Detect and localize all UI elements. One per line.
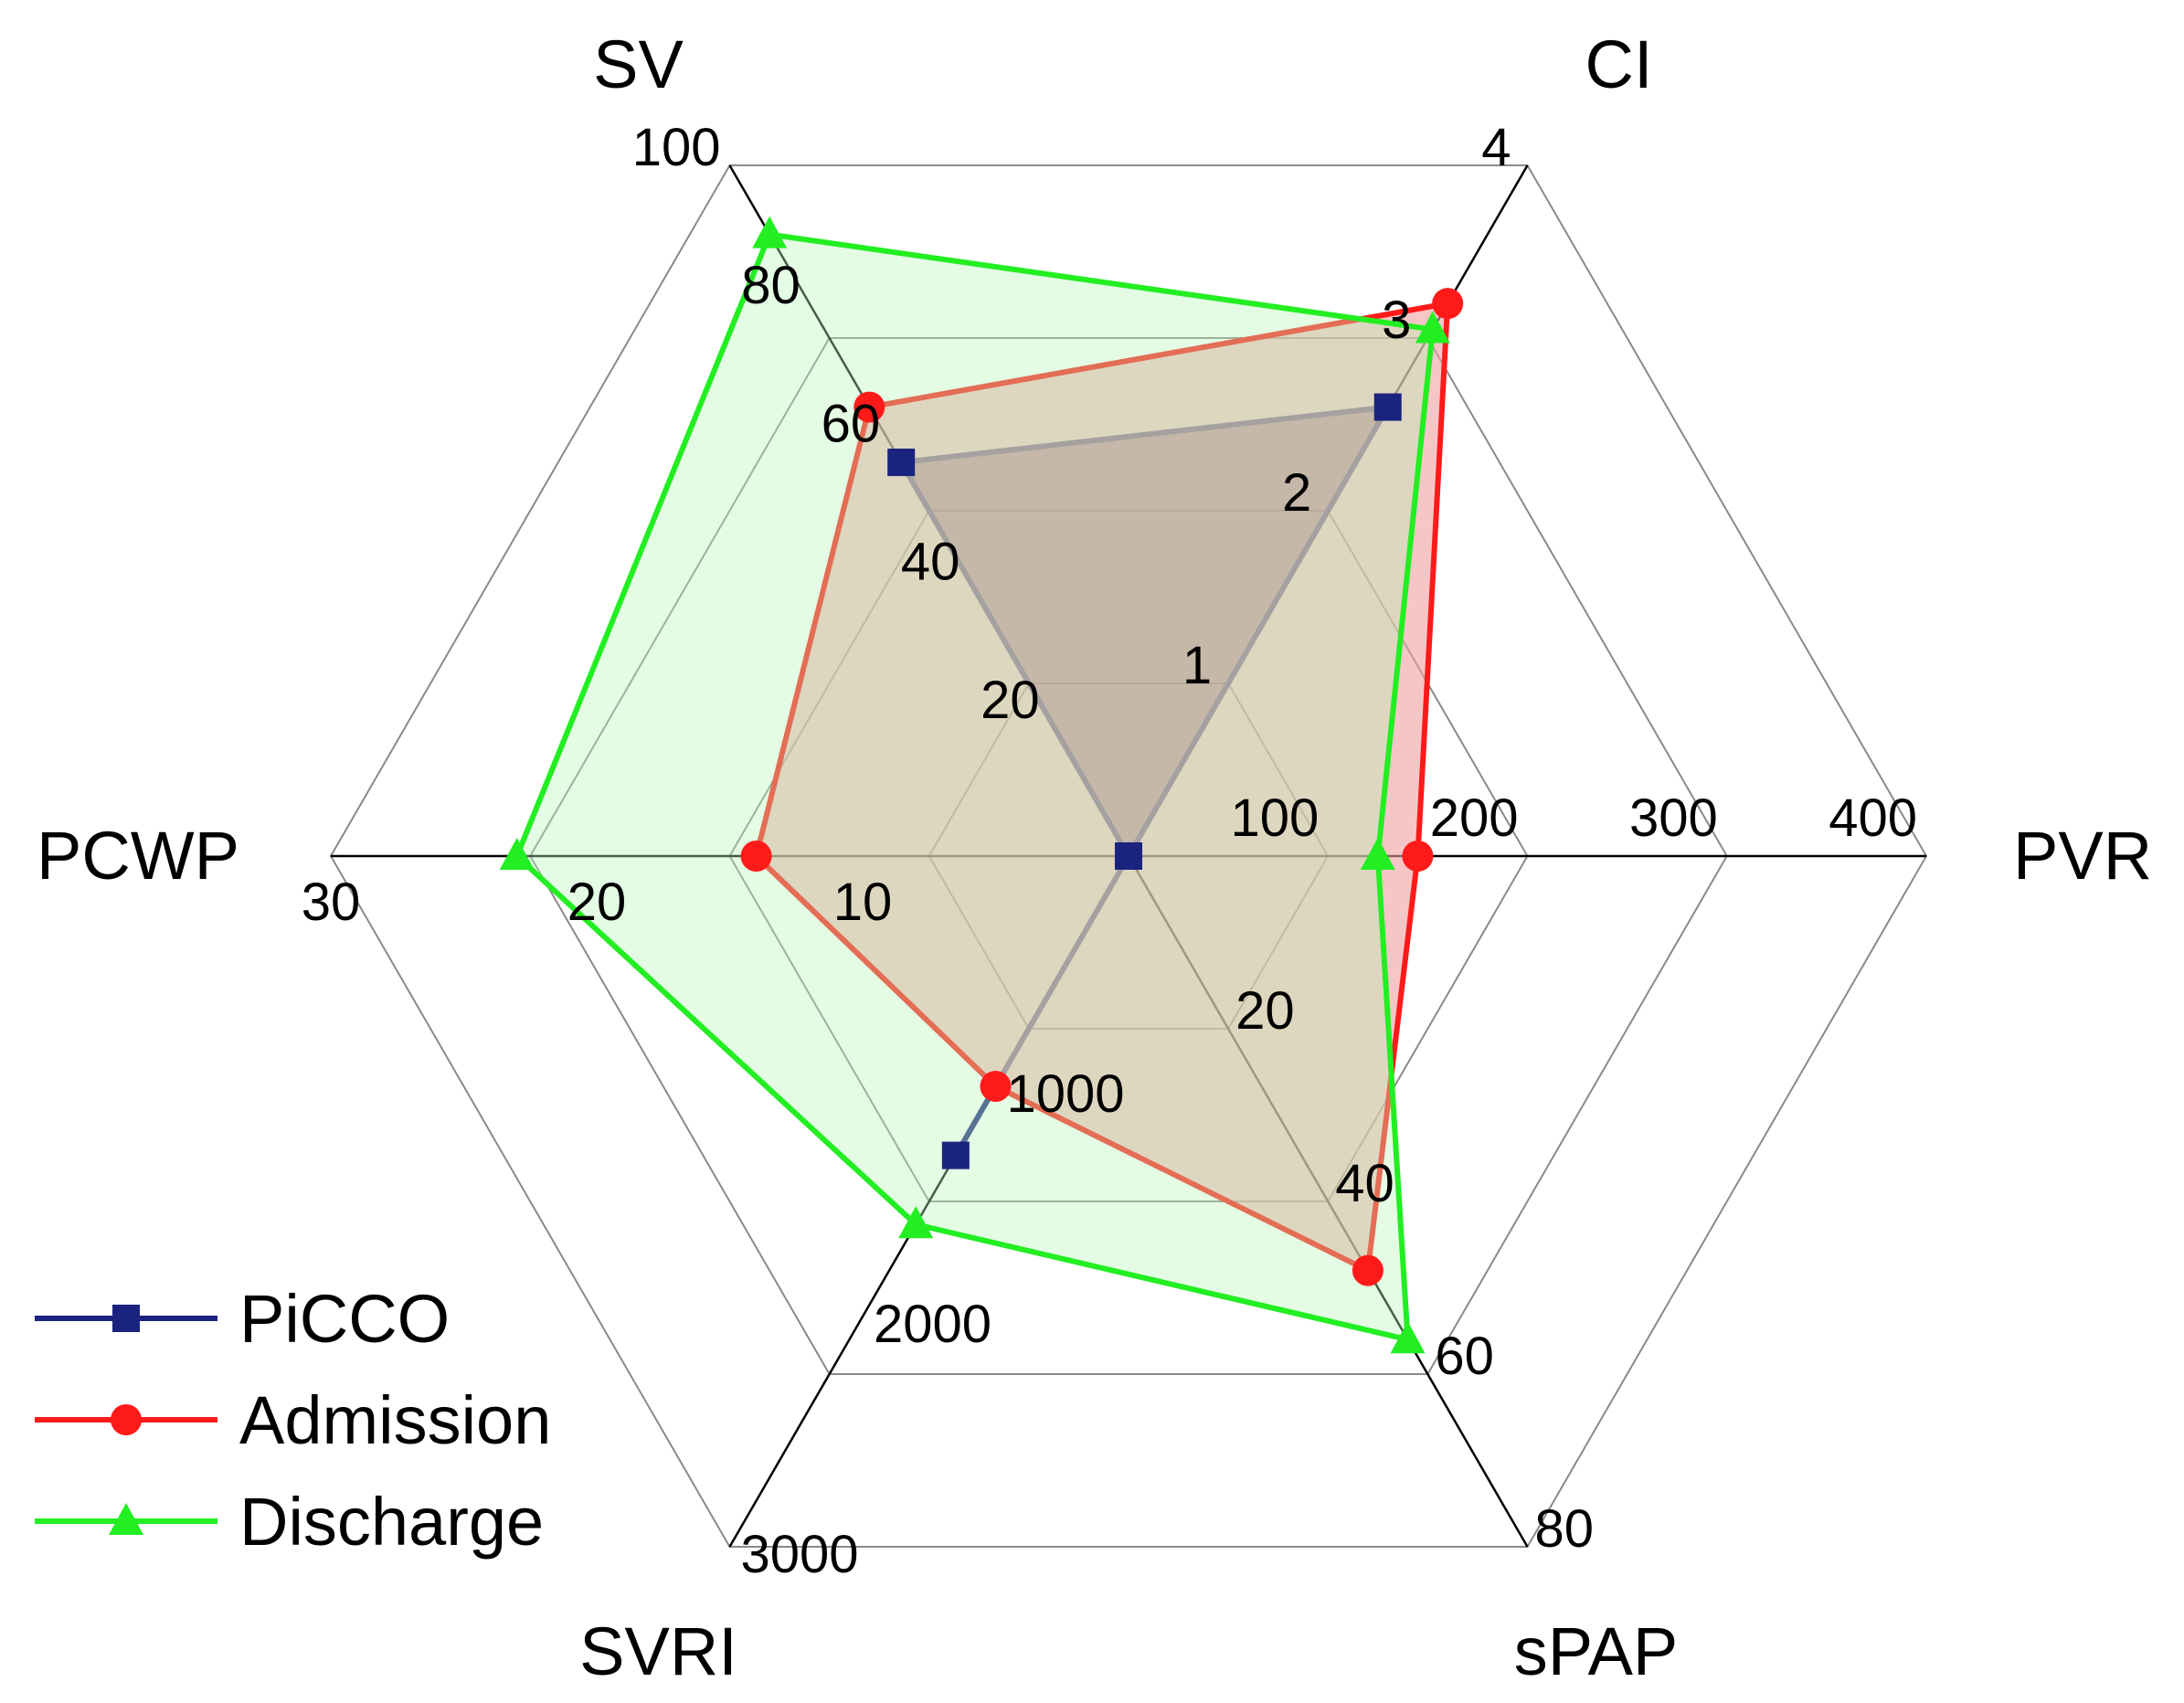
data-point-admission-spap <box>1352 1254 1384 1286</box>
axis-labels: CI PVR sPAP SVRI PCWP SV <box>37 26 2152 1689</box>
data-point-admission-pvr <box>1402 841 1434 872</box>
tick-sv-4: 80 <box>741 256 800 315</box>
data-point-discharge-ci <box>1415 311 1450 344</box>
tick-ci-3: 3 <box>1382 291 1411 350</box>
axis-label-svri: SVRI <box>579 1613 737 1689</box>
tick-sv-3: 60 <box>822 394 881 453</box>
tick-spap-4: 80 <box>1535 1499 1595 1559</box>
data-point-admission-svri <box>980 1071 1012 1103</box>
data-point-admission-sv <box>853 391 885 423</box>
tick-spap-2: 40 <box>1335 1154 1394 1213</box>
tick-labels: 1 2 3 4 100 200 300 400 20 40 60 80 1000 2000 3000 10 20… <box>302 118 1917 1584</box>
data-point-discharge-sv <box>752 216 788 249</box>
data-point-discharge-spap <box>1390 1321 1426 1354</box>
data-point-discharge-pcwp <box>499 838 535 870</box>
tick-pvr-4: 400 <box>1829 788 1917 848</box>
tick-pcwp-3: 30 <box>302 873 361 932</box>
tick-sv-1: 20 <box>981 671 1040 730</box>
axis-label-sv: SV <box>593 26 684 102</box>
legend-label-discharge: Discharge <box>239 1484 544 1560</box>
axis-label-pvr: PVR <box>2013 818 2152 894</box>
tick-ci-4: 4 <box>1481 118 1511 177</box>
tick-pcwp-2: 20 <box>567 873 627 932</box>
data-point-discharge-svri <box>898 1206 934 1239</box>
tick-pvr-2: 200 <box>1430 788 1519 848</box>
tick-svri-3: 3000 <box>741 1525 859 1584</box>
legend-marker-admission <box>111 1404 142 1435</box>
tick-spap-3: 60 <box>1435 1327 1494 1386</box>
data-point-picco-ci <box>1373 393 1402 421</box>
legend-marker-picco <box>112 1305 140 1332</box>
radar-series <box>499 216 1464 1354</box>
legend-label-admission: Admission <box>239 1382 551 1458</box>
tick-spap-1: 20 <box>1235 981 1295 1041</box>
legend: PiCCO Admission Discharge <box>35 1281 551 1560</box>
data-point-picco-sv <box>887 449 916 477</box>
tick-svri-2: 2000 <box>874 1295 991 1354</box>
tick-sv-2: 40 <box>901 533 960 592</box>
legend-label-picco: PiCCO <box>239 1281 450 1357</box>
data-point-admission-ci <box>1432 288 1464 320</box>
series-area-admission <box>756 303 1448 1271</box>
data-point-picco-pcwp <box>1115 842 1142 870</box>
series-area-discharge <box>516 234 1433 1340</box>
tick-svri-1: 1000 <box>1007 1064 1125 1124</box>
tick-pvr-3: 300 <box>1629 788 1718 848</box>
data-point-picco-svri <box>941 1141 970 1169</box>
axis-label-pcwp: PCWP <box>37 818 239 894</box>
tick-sv-5: 100 <box>632 118 721 177</box>
tick-ci-1: 1 <box>1182 636 1212 695</box>
data-point-discharge-pvr <box>1360 838 1395 870</box>
axis-label-ci: CI <box>1585 26 1653 102</box>
tick-pcwp-1: 10 <box>833 873 893 932</box>
tick-ci-2: 2 <box>1282 463 1311 523</box>
data-point-admission-pcwp <box>740 841 772 872</box>
tick-pvr-1: 100 <box>1230 788 1319 848</box>
legend-marker-discharge <box>109 1503 143 1535</box>
axis-label-spap: sPAP <box>1514 1613 1679 1689</box>
